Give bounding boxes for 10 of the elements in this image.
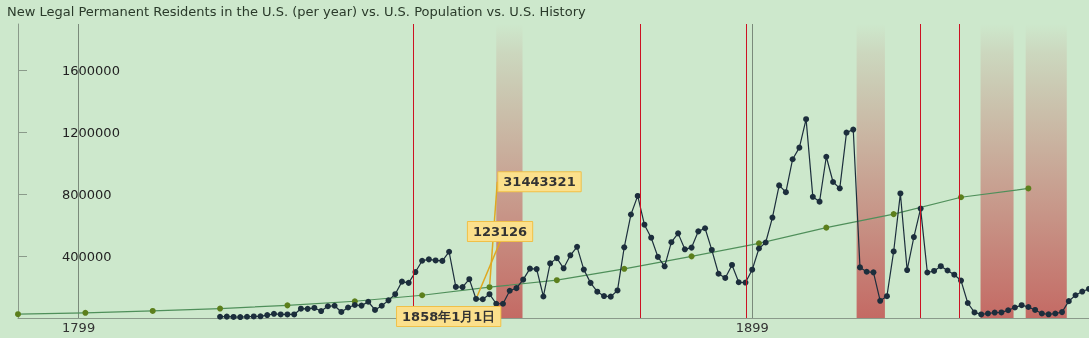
y-tick-label: 1200000 (62, 124, 120, 140)
data-label: 123126 (472, 223, 528, 239)
x-tick-label: 1799 (62, 320, 96, 335)
y-tick-label: 1600000 (62, 62, 120, 78)
chart-title: New Legal Permanent Residents in the U.S. (per year) vs. U.S. Population vs. U.S. History (7, 4, 587, 19)
data-label: 31443321 (503, 174, 576, 190)
annotation: 1858年1月1日 (402, 309, 496, 324)
y-tick-label: 400000 (62, 248, 112, 264)
x-tick-label: 1899 (735, 320, 769, 335)
y-tick-label: 800000 (62, 186, 112, 202)
